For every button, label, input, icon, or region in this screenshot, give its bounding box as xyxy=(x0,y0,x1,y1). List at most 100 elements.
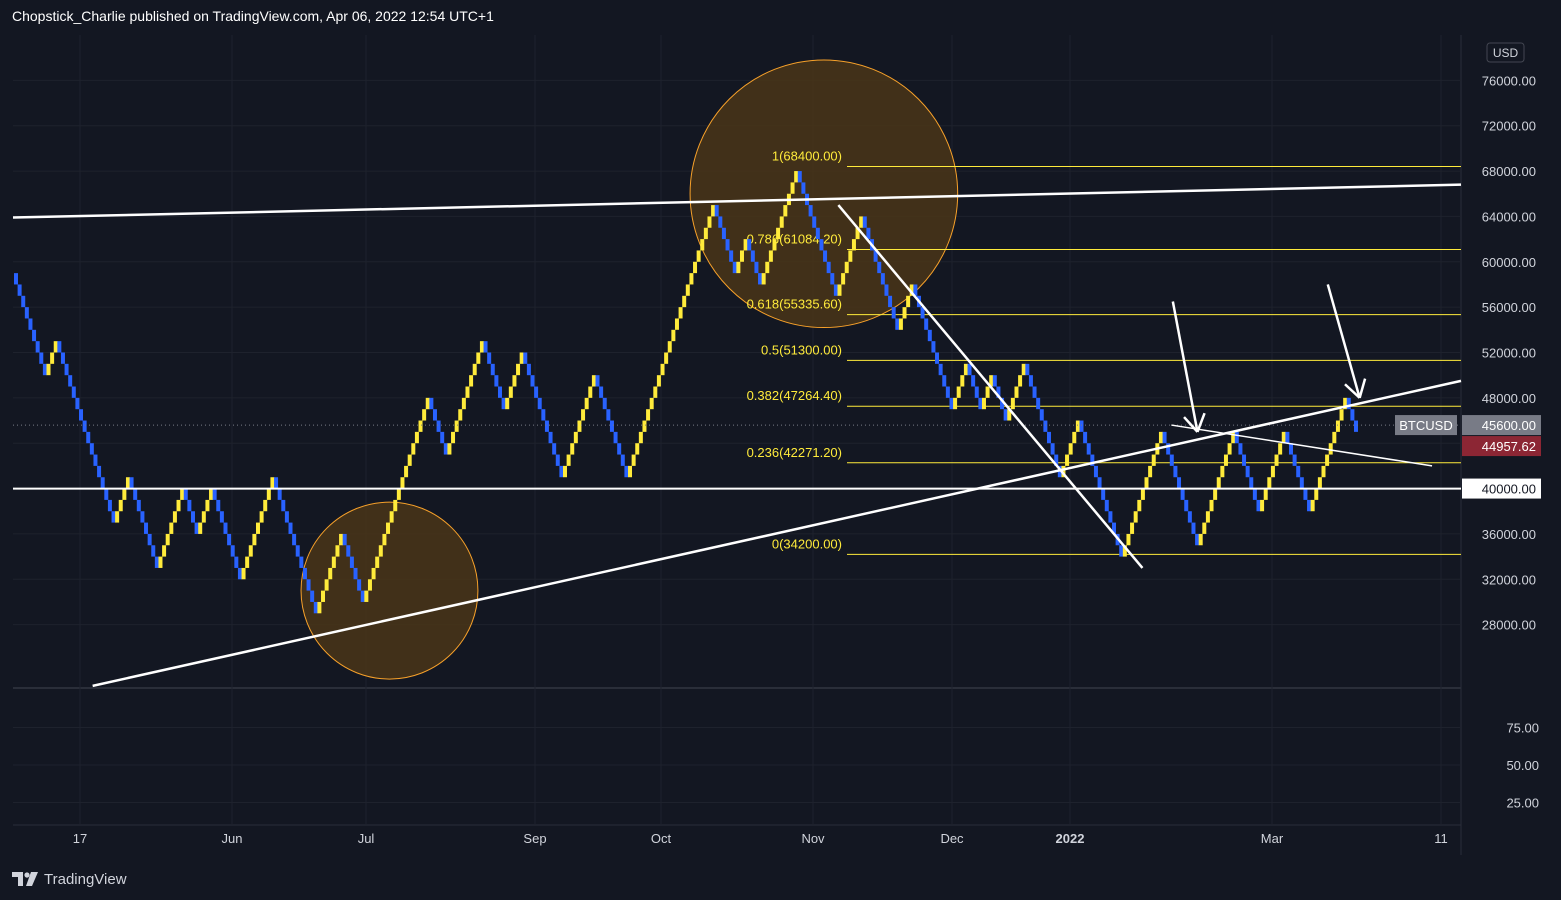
renko-brick-down xyxy=(895,318,900,330)
renko-brick-down xyxy=(342,533,347,546)
renko-brick-down xyxy=(490,363,495,376)
renko-brick-down xyxy=(1166,443,1171,455)
renko-brick-down xyxy=(24,307,29,319)
renko-brick-down xyxy=(750,250,755,262)
renko-brick-down xyxy=(212,488,217,500)
renko-brick-down xyxy=(815,227,820,240)
time-tick-label: Nov xyxy=(801,831,825,846)
renko-brick-up xyxy=(53,341,58,353)
renko-brick-up xyxy=(122,488,127,500)
renko-brick-down xyxy=(183,488,188,500)
renko-brick-up xyxy=(508,386,513,398)
price-tick-label: 48000.00 xyxy=(1482,391,1536,406)
renko-brick-down xyxy=(299,556,304,568)
secondary-price-text: 44957.62 xyxy=(1482,439,1536,454)
renko-brick-up xyxy=(736,261,741,274)
renko-brick-up xyxy=(245,556,250,568)
renko-brick-up xyxy=(209,488,214,500)
tradingview-brand[interactable]: TradingView xyxy=(12,868,127,890)
renko-brick-down xyxy=(295,545,300,557)
renko-brick-up xyxy=(1220,465,1225,478)
renko-brick-down xyxy=(555,454,560,466)
renko-brick-down xyxy=(1191,522,1196,534)
renko-brick-down xyxy=(39,352,44,364)
renko-brick-down xyxy=(42,363,47,376)
renko-brick-up xyxy=(386,522,391,534)
renko-brick-down xyxy=(537,397,542,410)
renko-brick-down xyxy=(891,307,896,319)
renko-brick-up xyxy=(711,205,716,217)
renko-brick-down xyxy=(187,499,192,512)
renko-brick-down xyxy=(1003,409,1008,421)
renko-brick-up xyxy=(898,318,903,330)
renko-brick-up xyxy=(783,205,788,217)
trendline-2 xyxy=(92,379,1462,688)
renko-brick-down xyxy=(494,375,499,387)
renko-brick-up xyxy=(1343,397,1348,410)
renko-brick-up xyxy=(1144,477,1149,489)
renko-brick-down xyxy=(595,375,600,387)
renko-brick-up xyxy=(1158,431,1163,444)
renko-brick-up xyxy=(472,363,477,376)
renko-brick-up xyxy=(1314,488,1319,500)
horizontal-line-label-box xyxy=(1462,478,1541,499)
renko-brick-up xyxy=(331,556,336,568)
renko-brick-down xyxy=(548,431,553,444)
renko-brick-up xyxy=(1231,431,1236,444)
renko-brick-up xyxy=(259,511,264,523)
arrow-head xyxy=(1344,383,1361,399)
renko-brick-up xyxy=(1310,499,1315,512)
renko-brick-up xyxy=(664,352,669,364)
renko-brick-down xyxy=(440,431,445,444)
renko-brick-down xyxy=(1039,409,1044,421)
renko-brick-down xyxy=(1303,488,1308,500)
horizontal-line-label-text: 40000.00 xyxy=(1482,482,1536,497)
renko-brick-up xyxy=(1010,397,1015,410)
renko-brick-up xyxy=(447,443,452,455)
renko-brick-up xyxy=(772,239,777,251)
renko-brick-up xyxy=(248,545,253,557)
renko-brick-down xyxy=(1032,386,1037,398)
renko-brick-down xyxy=(501,397,506,410)
renko-brick-down xyxy=(884,284,889,296)
renko-brick-up xyxy=(125,477,130,489)
renko-brick-down xyxy=(935,352,940,364)
renko-brick-up xyxy=(1133,511,1138,523)
currency-badge-box xyxy=(1486,42,1525,63)
renko-brick-up xyxy=(700,239,705,251)
renko-brick-up xyxy=(689,273,694,285)
renko-brick-down xyxy=(866,227,871,240)
renko-brick-up xyxy=(1317,477,1322,489)
renko-brick-up xyxy=(851,239,856,251)
price-tick-label: 68000.00 xyxy=(1482,164,1536,179)
renko-brick-up xyxy=(1274,454,1279,466)
renko-brick-down xyxy=(360,590,365,602)
renko-brick-down xyxy=(313,601,318,614)
renko-brick-up xyxy=(241,567,246,580)
renko-brick-down xyxy=(1169,454,1174,466)
renko-brick-down xyxy=(938,363,943,376)
renko-brick-down xyxy=(1104,499,1109,512)
renko-brick-down xyxy=(17,284,22,296)
renko-brick-up xyxy=(703,227,708,240)
renko-brick-up xyxy=(963,363,968,376)
renko-brick-up xyxy=(422,409,427,421)
renko-brick-down xyxy=(497,386,502,398)
renko-brick-up xyxy=(165,533,170,546)
renko-brick-down xyxy=(920,307,925,319)
renko-brick-down xyxy=(967,363,972,376)
renko-brick-down xyxy=(230,545,235,557)
renko-brick-down xyxy=(136,499,141,512)
tradingview-logo-icon xyxy=(12,872,38,886)
renko-brick-down xyxy=(144,522,149,534)
renko-brick-up xyxy=(1075,420,1080,432)
renko-brick-down xyxy=(57,341,62,353)
renko-brick-down xyxy=(349,556,354,568)
symbol-name-box xyxy=(1395,415,1457,436)
renko-brick-down xyxy=(620,454,625,466)
renko-brick-down xyxy=(71,386,76,398)
renko-brick-down xyxy=(945,386,950,398)
renko-brick-up xyxy=(465,386,470,398)
renko-brick-up xyxy=(739,250,744,262)
